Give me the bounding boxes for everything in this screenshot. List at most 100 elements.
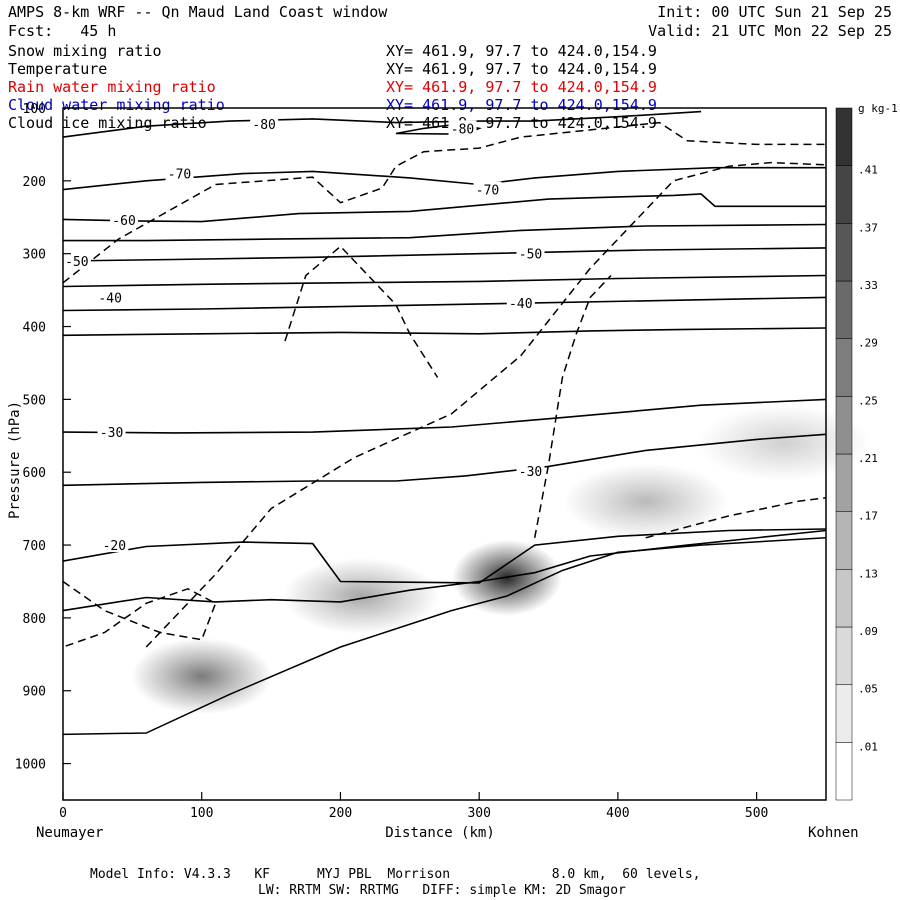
shading-blob-3	[563, 463, 728, 540]
temperature-contour-6	[62, 274, 827, 288]
colorbar-segment-5	[835, 453, 853, 512]
x-tick-label-200: 200	[329, 806, 352, 821]
y-axis-label: Pressure (hPa)	[7, 401, 23, 519]
colorbar-label-2: .09	[858, 625, 878, 638]
shading-blob-1	[282, 558, 440, 635]
y-tick-label-500: 500	[23, 393, 46, 408]
x-axis-label: Distance (km)	[385, 825, 495, 841]
temperature-label-2: -70	[168, 168, 191, 183]
temperature-label-0: -80	[252, 118, 275, 133]
temperature-contour-12	[62, 529, 827, 612]
colorbar-label-6: .25	[858, 394, 878, 407]
temperature-label-bg-4	[110, 212, 139, 228]
snow-contour-5	[62, 580, 217, 648]
temperature-label-bg-9	[97, 424, 126, 440]
colorbar-label-4: .17	[858, 510, 878, 523]
temperature-label-bg-8	[506, 295, 535, 311]
colorbar-label-5: .21	[858, 452, 878, 465]
temperature-label-11: -20	[103, 539, 126, 554]
temperature-label-4: -60	[112, 214, 135, 229]
legend-snow-xy: XY= 461.9, 97.7 to 424.0,154.9	[386, 42, 657, 60]
temperature-label-bg-0	[250, 116, 279, 132]
temperature-label-1: -80	[451, 122, 474, 137]
valid-time: Valid: 21 UTC Mon 22 Sep 25	[648, 22, 892, 40]
colorbar-segment-11	[835, 107, 853, 166]
temperature-label-7: -40	[98, 291, 121, 306]
x-tick-label-100: 100	[190, 806, 213, 821]
colorbar-label-8: .33	[858, 279, 878, 292]
temperature-label-bg-11	[100, 537, 129, 553]
colorbar-segment-4	[835, 511, 853, 570]
colorbar-label-10: .41	[858, 164, 878, 177]
legend-rain-xy: XY= 461.9, 97.7 to 424.0,154.9	[386, 78, 657, 96]
colorbar-segment-1	[835, 684, 853, 743]
snow-contour-1	[145, 161, 827, 648]
temperature-label-bg-5	[62, 252, 91, 268]
temperature-label-bg-10	[516, 462, 545, 478]
legend-temperature-xy: XY= 461.9, 97.7 to 424.0,154.9	[386, 60, 657, 78]
legend-cloud-water-xy: XY= 461.9, 97.7 to 424.0,154.9	[386, 96, 657, 114]
temperature-label-3: -70	[476, 184, 499, 199]
colorbar-segment-0	[835, 742, 853, 801]
x-tick-label-0: 0	[59, 806, 67, 821]
temperature-label-8: -40	[509, 297, 532, 312]
snow-contour-2	[284, 245, 439, 378]
x-axis: 0 100 200 300 400 500	[59, 792, 768, 821]
colorbar-segment-3	[835, 569, 853, 628]
x-tick-label-300: 300	[467, 806, 490, 821]
temperature-label-bg-3	[473, 181, 502, 197]
temperature-contours: -80 -80 -70 -70 -60 -50 -50 -40 -40 -30 -30 -20	[62, 110, 827, 612]
colorbar-label-1: .05	[858, 683, 878, 696]
colorbar-segment-2	[835, 626, 853, 685]
colorbar-unit: g kg-1	[858, 102, 898, 115]
plot-border	[62, 107, 827, 801]
temperature-label-bg-6	[516, 245, 545, 261]
plot-frame	[62, 107, 827, 801]
temperature-label-9: -30	[100, 426, 123, 441]
temperature-label-bg-2	[165, 165, 194, 181]
snow-contour-4	[645, 496, 827, 539]
y-tick-label-600: 600	[23, 466, 46, 481]
snow-contour-3	[533, 274, 612, 538]
legend-cloud-ice-xy: XY= 461.9, 97.7 to 424.0,154.9	[386, 114, 657, 132]
x-right-endpoint: Kohnen	[808, 825, 859, 841]
colorbar: .01 .05 .09 .13 .17 .21 .25 .29 .33 .37 .41	[835, 107, 878, 801]
shading-blob-4	[698, 405, 871, 482]
x-tick-label-400: 400	[606, 806, 629, 821]
y-tick-label-1000: 1000	[15, 758, 46, 773]
mixing-ratio-shading	[131, 405, 871, 715]
temperature-contour-7	[62, 296, 827, 312]
temperature-label-bg-7	[96, 289, 125, 305]
temperature-contour-8	[62, 327, 827, 337]
y-tick-label-200: 200	[23, 175, 46, 190]
model-info-line2: LW: RRTM SW: RRTMG DIFF: simple KM: 2D S…	[258, 883, 626, 898]
temperature-label-5: -50	[65, 255, 88, 270]
legend-snow: Snow mixing ratio	[8, 42, 162, 60]
temperature-label-10: -30	[519, 465, 542, 480]
temperature-contour-11	[62, 528, 827, 584]
y-tick-label-100: 100	[23, 102, 46, 117]
temperature-label-bg-1	[448, 120, 477, 136]
temperature-label-6: -50	[519, 248, 542, 263]
y-tick-label-700: 700	[23, 539, 46, 554]
temperature-contour-5	[62, 247, 827, 262]
y-tick-label-900: 900	[23, 685, 46, 700]
temperature-contour-3	[62, 193, 826, 223]
colorbar-label-0: .01	[858, 740, 878, 753]
temperature-contour-9	[62, 398, 827, 434]
y-axis: 1000 900 800 700 600 500 400 300 200 100	[15, 102, 71, 773]
temperature-contour-0	[62, 110, 702, 138]
legend-cloud-water: Cloud water mixing ratio	[8, 96, 225, 114]
colorbar-segment-7	[835, 338, 853, 397]
temperature-contour-2	[62, 166, 826, 191]
legend-temperature: Temperature	[8, 60, 108, 78]
temperature-contour-4	[63, 223, 827, 242]
x-tick-label-500: 500	[745, 806, 768, 821]
colorbar-segment-8	[835, 280, 853, 339]
y-tick-label-800: 800	[23, 612, 46, 627]
legend-rain: Rain water mixing ratio	[8, 78, 216, 96]
temperature-contour-10	[62, 433, 827, 487]
shading-blob-0	[131, 638, 273, 715]
y-tick-label-300: 300	[23, 248, 46, 263]
